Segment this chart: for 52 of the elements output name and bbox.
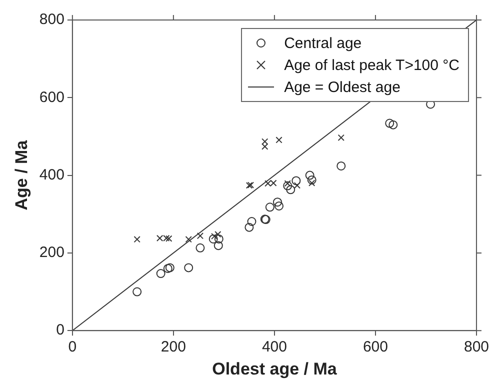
point — [292, 176, 301, 186]
legend-label: Age of last peak T>100 °C — [284, 56, 460, 74]
point — [270, 180, 277, 186]
point — [156, 234, 164, 242]
point — [305, 170, 314, 180]
legend-label: Central age — [284, 34, 362, 52]
point — [272, 198, 282, 207]
point — [338, 134, 344, 141]
y-tick-label: 600 — [39, 88, 64, 106]
point — [307, 175, 316, 184]
point — [196, 243, 205, 252]
point — [214, 241, 223, 250]
x-tick-label: 400 — [262, 338, 287, 356]
point — [184, 263, 194, 272]
x-tick-label: 800 — [464, 338, 489, 356]
point — [283, 181, 292, 190]
point — [276, 136, 282, 144]
point — [388, 120, 398, 130]
x-tick-label: 600 — [362, 338, 388, 356]
point — [185, 236, 192, 243]
point — [166, 235, 172, 242]
point — [244, 222, 254, 232]
point — [163, 264, 172, 273]
point — [208, 234, 218, 244]
point — [264, 180, 272, 187]
y-axis-title: Age / Ma — [12, 140, 31, 210]
point — [165, 263, 174, 272]
y-tick-label: 0 — [56, 322, 64, 339]
y-tick-label: 400 — [39, 166, 64, 184]
x-tick-label: 200 — [160, 338, 186, 356]
point — [265, 202, 274, 212]
point — [211, 232, 218, 240]
point — [134, 236, 140, 243]
point — [274, 201, 284, 210]
point — [308, 180, 316, 186]
point — [132, 287, 142, 296]
point — [286, 185, 296, 194]
point — [214, 234, 224, 244]
point — [214, 230, 222, 238]
point — [336, 161, 346, 170]
point — [196, 232, 204, 240]
x-tick-label: 0 — [68, 338, 77, 356]
point — [163, 234, 170, 242]
point — [294, 182, 301, 189]
point — [247, 217, 256, 226]
point — [385, 118, 394, 128]
point — [284, 180, 291, 187]
point — [156, 269, 166, 278]
x-axis-title: Oldest age / Ma — [212, 359, 338, 378]
y-tick-label: 800 — [39, 11, 64, 28]
legend-label: Age = Oldest age — [284, 78, 400, 96]
y-tick-label: 200 — [39, 244, 64, 262]
